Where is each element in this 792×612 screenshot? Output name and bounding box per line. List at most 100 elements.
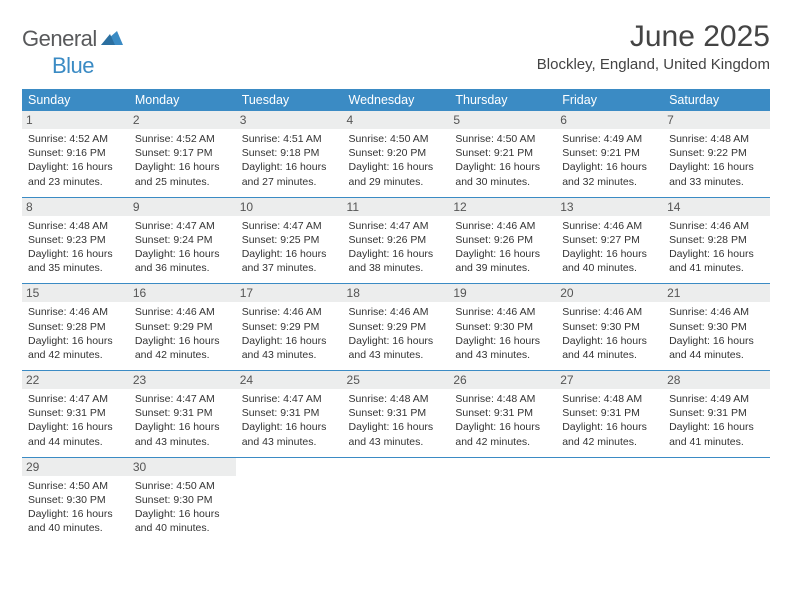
- calendar-body: 1Sunrise: 4:52 AMSunset: 9:16 PMDaylight…: [22, 111, 770, 543]
- daylight-line: Daylight: 16 hours and 44 minutes.: [28, 420, 123, 448]
- day-number: 2: [129, 111, 236, 129]
- daylight-line: Daylight: 16 hours and 27 minutes.: [242, 160, 337, 188]
- sunrise-line: Sunrise: 4:49 AM: [669, 392, 764, 406]
- sunset-line: Sunset: 9:17 PM: [135, 146, 230, 160]
- sunset-line: Sunset: 9:28 PM: [669, 233, 764, 247]
- sunrise-line: Sunrise: 4:48 AM: [669, 132, 764, 146]
- daylight-line: Daylight: 16 hours and 43 minutes.: [349, 334, 444, 362]
- weekday-header: Saturday: [663, 89, 770, 111]
- weekday-header: Tuesday: [236, 89, 343, 111]
- sunrise-line: Sunrise: 4:46 AM: [242, 305, 337, 319]
- sunset-line: Sunset: 9:24 PM: [135, 233, 230, 247]
- day-number: 29: [22, 458, 129, 476]
- day-number: 3: [236, 111, 343, 129]
- calendar-day-cell: [556, 457, 663, 543]
- day-number: 20: [556, 284, 663, 302]
- daylight-line: Daylight: 16 hours and 43 minutes.: [242, 420, 337, 448]
- sunrise-line: Sunrise: 4:47 AM: [242, 392, 337, 406]
- sunset-line: Sunset: 9:22 PM: [669, 146, 764, 160]
- sunset-line: Sunset: 9:31 PM: [135, 406, 230, 420]
- daylight-line: Daylight: 16 hours and 43 minutes.: [135, 420, 230, 448]
- sunset-line: Sunset: 9:25 PM: [242, 233, 337, 247]
- logo-triangle-icon: [101, 29, 123, 50]
- daylight-line: Daylight: 16 hours and 30 minutes.: [455, 160, 550, 188]
- logo-text-gray: General: [22, 26, 97, 52]
- daylight-line: Daylight: 16 hours and 40 minutes.: [135, 507, 230, 535]
- daylight-line: Daylight: 16 hours and 42 minutes.: [28, 334, 123, 362]
- sunrise-line: Sunrise: 4:47 AM: [349, 219, 444, 233]
- day-number: 26: [449, 371, 556, 389]
- daylight-line: Daylight: 16 hours and 40 minutes.: [562, 247, 657, 275]
- daylight-line: Daylight: 16 hours and 29 minutes.: [349, 160, 444, 188]
- calendar-day-cell: 22Sunrise: 4:47 AMSunset: 9:31 PMDayligh…: [22, 371, 129, 458]
- sunrise-line: Sunrise: 4:48 AM: [28, 219, 123, 233]
- sunrise-line: Sunrise: 4:46 AM: [28, 305, 123, 319]
- daylight-line: Daylight: 16 hours and 33 minutes.: [669, 160, 764, 188]
- calendar-day-cell: [343, 457, 450, 543]
- calendar-day-cell: 18Sunrise: 4:46 AMSunset: 9:29 PMDayligh…: [343, 284, 450, 371]
- calendar-day-cell: 3Sunrise: 4:51 AMSunset: 9:18 PMDaylight…: [236, 111, 343, 197]
- sunrise-line: Sunrise: 4:47 AM: [28, 392, 123, 406]
- calendar-day-cell: 20Sunrise: 4:46 AMSunset: 9:30 PMDayligh…: [556, 284, 663, 371]
- weekday-header: Monday: [129, 89, 236, 111]
- sunrise-line: Sunrise: 4:48 AM: [562, 392, 657, 406]
- day-number: 5: [449, 111, 556, 129]
- calendar-day-cell: 17Sunrise: 4:46 AMSunset: 9:29 PMDayligh…: [236, 284, 343, 371]
- logo-text-blue: Blue: [52, 53, 94, 78]
- daylight-line: Daylight: 16 hours and 42 minutes.: [135, 334, 230, 362]
- sunrise-line: Sunrise: 4:48 AM: [455, 392, 550, 406]
- calendar-day-cell: 15Sunrise: 4:46 AMSunset: 9:28 PMDayligh…: [22, 284, 129, 371]
- day-number: 7: [663, 111, 770, 129]
- calendar-day-cell: 2Sunrise: 4:52 AMSunset: 9:17 PMDaylight…: [129, 111, 236, 197]
- sunset-line: Sunset: 9:26 PM: [455, 233, 550, 247]
- sunrise-line: Sunrise: 4:46 AM: [455, 305, 550, 319]
- day-number: 21: [663, 284, 770, 302]
- daylight-line: Daylight: 16 hours and 37 minutes.: [242, 247, 337, 275]
- calendar-day-cell: 7 Sunrise: 4:48 AMSunset: 9:22 PMDaylight…: [663, 111, 770, 197]
- sunrise-line: Sunrise: 4:52 AM: [28, 132, 123, 146]
- calendar-week-row: 22Sunrise: 4:47 AMSunset: 9:31 PMDayligh…: [22, 371, 770, 458]
- daylight-line: Daylight: 16 hours and 42 minutes.: [562, 420, 657, 448]
- title-block: June 2025 Blockley, England, United King…: [537, 20, 770, 73]
- calendar-header-row: SundayMondayTuesdayWednesdayThursdayFrid…: [22, 89, 770, 111]
- sunrise-line: Sunrise: 4:47 AM: [135, 392, 230, 406]
- day-number: 14: [663, 198, 770, 216]
- calendar-day-cell: 29Sunrise: 4:50 AMSunset: 9:30 PMDayligh…: [22, 457, 129, 543]
- sunset-line: Sunset: 9:30 PM: [455, 320, 550, 334]
- daylight-line: Daylight: 16 hours and 43 minutes.: [349, 420, 444, 448]
- calendar-day-cell: 9Sunrise: 4:47 AMSunset: 9:24 PMDaylight…: [129, 197, 236, 284]
- daylight-line: Daylight: 16 hours and 40 minutes.: [28, 507, 123, 535]
- day-number: 25: [343, 371, 450, 389]
- sunset-line: Sunset: 9:30 PM: [28, 493, 123, 507]
- calendar-day-cell: 1Sunrise: 4:52 AMSunset: 9:16 PMDaylight…: [22, 111, 129, 197]
- sunset-line: Sunset: 9:31 PM: [669, 406, 764, 420]
- sunset-line: Sunset: 9:30 PM: [669, 320, 764, 334]
- day-number: 16: [129, 284, 236, 302]
- daylight-line: Daylight: 16 hours and 32 minutes.: [562, 160, 657, 188]
- sunrise-line: Sunrise: 4:47 AM: [135, 219, 230, 233]
- day-number: 10: [236, 198, 343, 216]
- sunset-line: Sunset: 9:26 PM: [349, 233, 444, 247]
- sunrise-line: Sunrise: 4:49 AM: [562, 132, 657, 146]
- daylight-line: Daylight: 16 hours and 41 minutes.: [669, 420, 764, 448]
- daylight-line: Daylight: 16 hours and 38 minutes.: [349, 247, 444, 275]
- sunrise-line: Sunrise: 4:48 AM: [349, 392, 444, 406]
- sunset-line: Sunset: 9:31 PM: [349, 406, 444, 420]
- sunset-line: Sunset: 9:16 PM: [28, 146, 123, 160]
- day-number: 18: [343, 284, 450, 302]
- calendar-day-cell: 10Sunrise: 4:47 AMSunset: 9:25 PMDayligh…: [236, 197, 343, 284]
- day-number: 4: [343, 111, 450, 129]
- weekday-header: Friday: [556, 89, 663, 111]
- day-number: 24: [236, 371, 343, 389]
- day-number: 23: [129, 371, 236, 389]
- day-number: 6: [556, 111, 663, 129]
- calendar-day-cell: 25 Sunrise: 4:48 AMSunset: 9:31 PMDayligh…: [343, 371, 450, 458]
- calendar-day-cell: 11Sunrise: 4:47 AMSunset: 9:26 PMDayligh…: [343, 197, 450, 284]
- sunset-line: Sunset: 9:29 PM: [242, 320, 337, 334]
- sunrise-line: Sunrise: 4:46 AM: [562, 305, 657, 319]
- calendar-day-cell: 4Sunrise: 4:50 AMSunset: 9:20 PMDaylight…: [343, 111, 450, 197]
- sunrise-line: Sunrise: 4:46 AM: [455, 219, 550, 233]
- daylight-line: Daylight: 16 hours and 43 minutes.: [242, 334, 337, 362]
- day-number: 30: [129, 458, 236, 476]
- sunrise-line: Sunrise: 4:50 AM: [455, 132, 550, 146]
